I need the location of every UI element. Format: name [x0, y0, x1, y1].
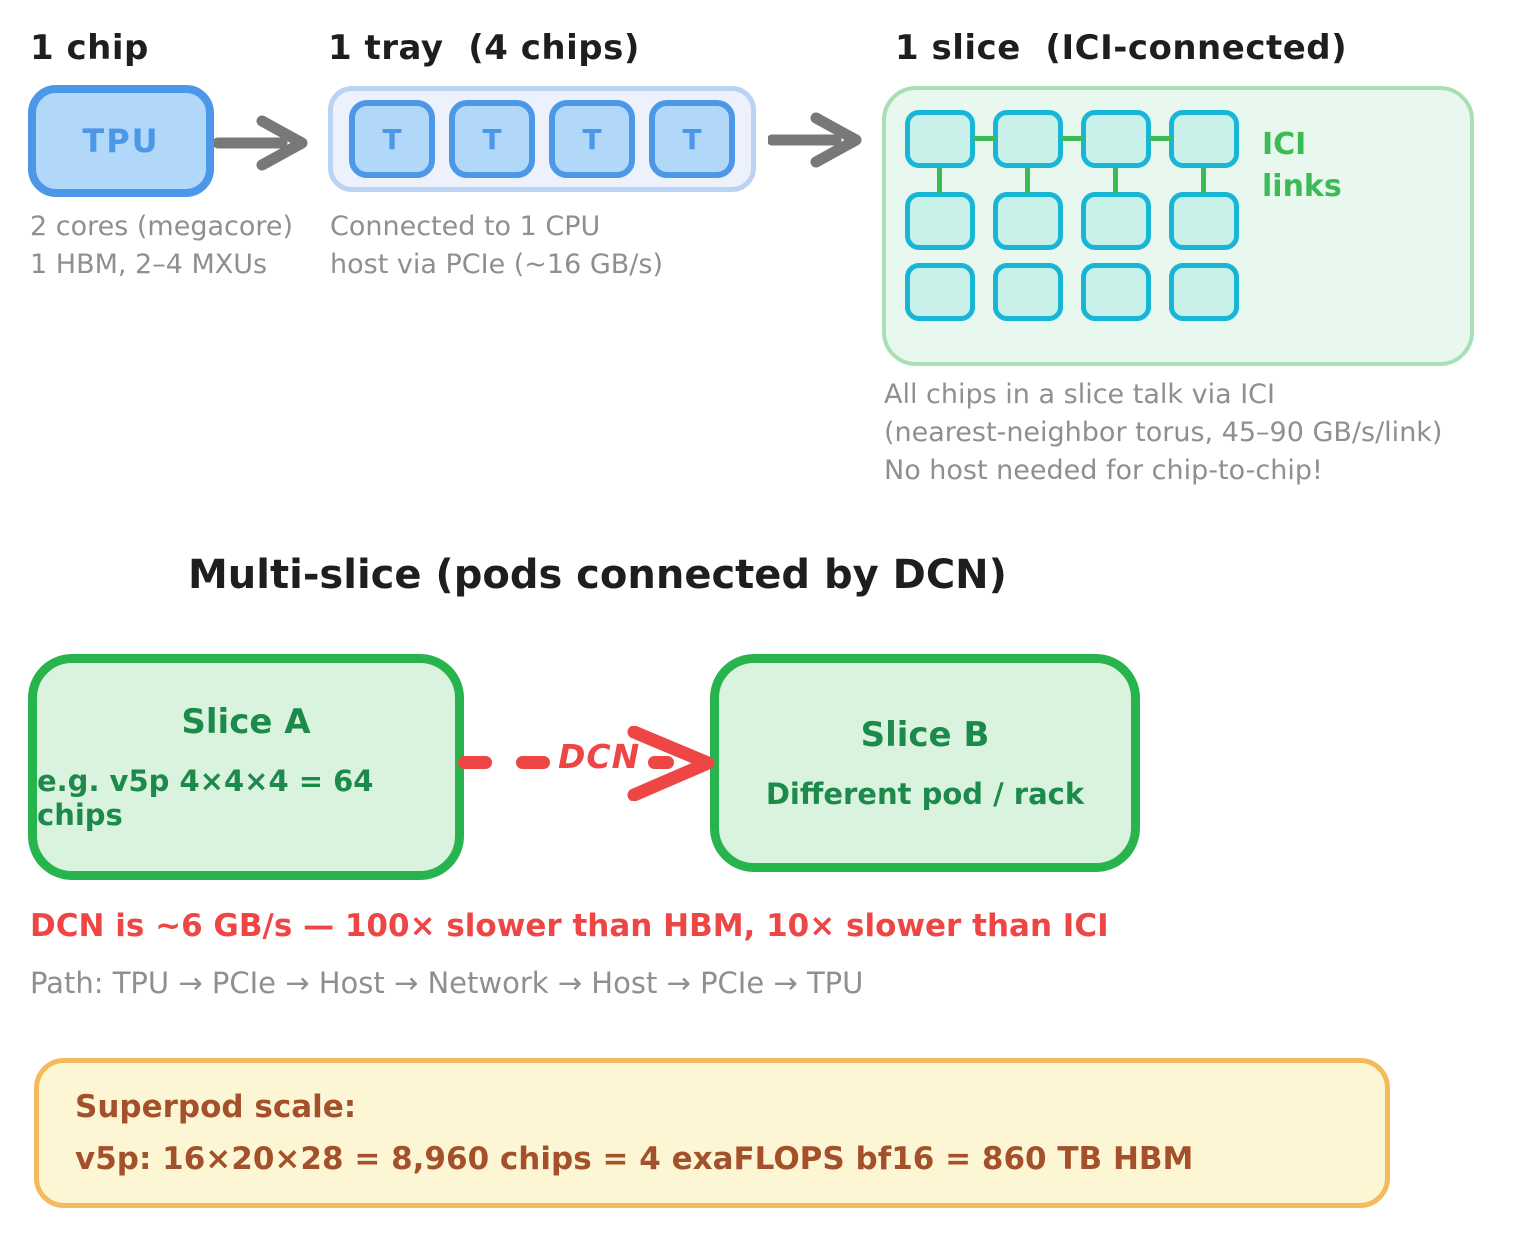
slice-chip [905, 110, 975, 168]
tray-heading: 1 tray (4 chips) [328, 28, 640, 68]
slice-caption: All chips in a slice talk via ICI (neare… [884, 379, 1443, 486]
tray-chip-1-label: T [382, 122, 402, 156]
ici-link-line [973, 136, 995, 141]
multislice-heading: Multi-slice (pods connected by DCN) [188, 552, 1007, 598]
superpod-title: Superpod scale: [75, 1089, 357, 1125]
tray-chip-4-label: T [682, 122, 702, 156]
slice-a-subtitle: e.g. v5p 4×4×4 = 64 chips [37, 764, 374, 832]
slice-chip [993, 192, 1063, 250]
slice-chip [993, 110, 1063, 168]
tpu-chip-label: TPU [82, 122, 160, 160]
slice-chip [1081, 263, 1151, 321]
slice-chip [905, 192, 975, 250]
dcn-dash [516, 756, 550, 769]
slice-b-box: Slice B Different pod / rack [710, 654, 1140, 872]
slice-a-title: Slice A [181, 702, 311, 742]
superpod-detail: v5p: 16×20×28 = 8,960 chips = 4 exaFLOPS… [75, 1141, 1194, 1177]
dcn-bandwidth-note: DCN is ~6 GB/s — 100× slower than HBM, 1… [30, 908, 1109, 944]
dcn-label: DCN [558, 737, 641, 776]
ici-link-line [1149, 136, 1171, 141]
arrow-tray-to-slice-icon [768, 112, 862, 168]
ici-link-line [1061, 136, 1083, 141]
ici-link-line [1113, 167, 1118, 193]
tray-shape: T T T T [328, 86, 756, 192]
ici-links-label: ICI links [1262, 127, 1342, 204]
tray-chip-1: T [349, 100, 435, 178]
tray-chip-2-label: T [482, 122, 502, 156]
slice-chip [1169, 263, 1239, 321]
ici-link-line [1025, 167, 1030, 193]
chip-heading: 1 chip [30, 28, 149, 68]
slice-chip [1169, 192, 1239, 250]
tpu-chip-shape: TPU [28, 85, 214, 197]
dcn-arrowhead-icon [627, 726, 715, 801]
arrow-chip-to-tray-icon [214, 115, 308, 171]
slice-b-subtitle: Different pod / rack [765, 777, 1085, 811]
slice-chip [1081, 110, 1151, 168]
slice-a-box: Slice A e.g. v5p 4×4×4 = 64 chips [28, 654, 464, 880]
dcn-dash [648, 756, 674, 769]
tray-chip-3: T [549, 100, 635, 178]
slice-chip [1081, 192, 1151, 250]
slice-chip [1169, 110, 1239, 168]
dcn-dash [458, 756, 492, 769]
slice-chip [905, 263, 975, 321]
chip-caption: 2 cores (megacore) 1 HBM, 2–4 MXUs [30, 211, 294, 280]
slice-heading: 1 slice (ICI-connected) [895, 28, 1348, 68]
dcn-path-note: Path: TPU → PCIe → Host → Network → Host… [30, 966, 864, 1000]
superpod-box: Superpod scale: v5p: 16×20×28 = 8,960 ch… [34, 1058, 1390, 1208]
tray-caption: Connected to 1 CPU host via PCIe (~16 GB… [330, 211, 664, 280]
slice-b-title: Slice B [860, 715, 990, 755]
slice-chip [993, 263, 1063, 321]
tray-chip-2: T [449, 100, 535, 178]
tray-chip-3-label: T [582, 122, 602, 156]
ici-link-line [1201, 167, 1206, 193]
tray-chip-4: T [649, 100, 735, 178]
ici-link-line [937, 167, 942, 193]
